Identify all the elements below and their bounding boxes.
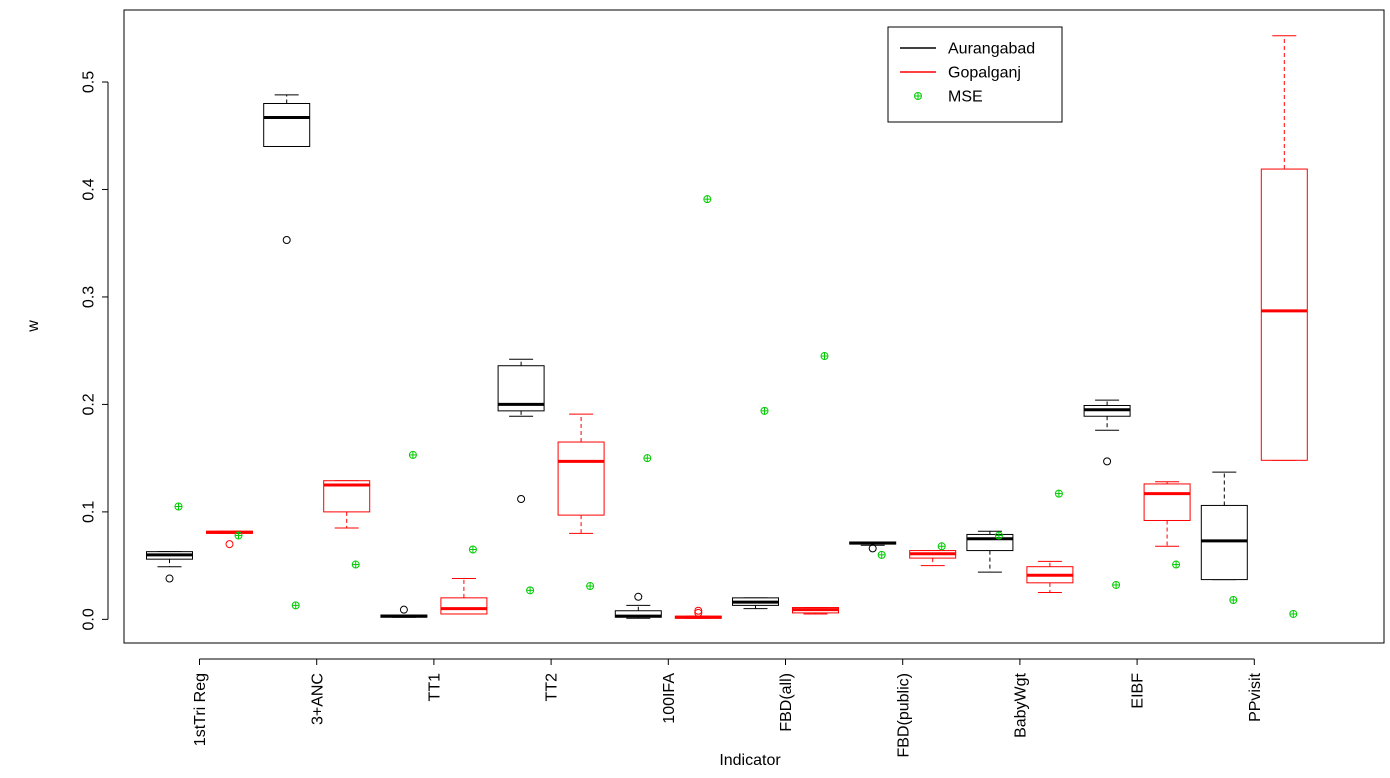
x-tick-label-fbd-public: FBD(public) [895, 673, 912, 757]
box-aurangabad-1sttri-reg [147, 552, 193, 582]
box-body [558, 442, 604, 515]
mse-point-babywgt-0 [995, 532, 1002, 539]
y-tick-label: 0.3 [81, 286, 98, 308]
mse-point-3-anc-0 [292, 602, 299, 609]
mse-point-eibf-1 [1173, 561, 1180, 568]
x-tick-label-eibf: EIBF [1130, 673, 1147, 709]
y-tick-label: 0.2 [81, 393, 98, 415]
legend-label: MSE [948, 89, 983, 106]
box-gopalganj-fbd-all [793, 608, 839, 614]
y-tick-label: 0.0 [81, 608, 98, 630]
mse-point-fbd-all-1 [821, 353, 828, 360]
legend-label: Gopalganj [948, 65, 1021, 82]
legend: Aurangabad Gopalganj MSE [888, 27, 1062, 122]
box-gopalganj-fbd-public [910, 551, 956, 566]
y-tick-label: 0.4 [81, 178, 98, 200]
outlier-point [869, 545, 876, 552]
box-gopalganj-1sttri-reg [207, 531, 253, 547]
box-gopalganj-eibf [1144, 482, 1190, 546]
box-body [967, 534, 1013, 550]
outlier-point [518, 495, 525, 502]
x-axis-title: Indicator [719, 752, 781, 769]
y-axis-title: w [25, 320, 42, 333]
outlier-point [1104, 458, 1111, 465]
x-tick-label-fbd-all: FBD(all) [778, 673, 795, 732]
box-body [1261, 169, 1307, 460]
mse-point-tt2-1 [587, 583, 594, 590]
x-tick-label-babywgt: BabyWgt [1013, 672, 1030, 737]
mse-point-1sttri-reg-1 [235, 532, 242, 539]
box-aurangabad-100ifa [615, 593, 661, 618]
box-body [264, 103, 310, 146]
x-tick-label-3-anc: 3+ANC [309, 673, 326, 725]
mse-point-fbd-public-0 [878, 551, 885, 558]
box-gopalganj-ppvisit [1261, 36, 1307, 461]
outlier-point [635, 593, 642, 600]
x-axis: 1stTri Reg 3+ANC TT1 TT2 100IFA FBD(all) FBD(p… [192, 659, 1264, 757]
box-aurangabad-ppvisit [1201, 472, 1247, 579]
mse-point-ppvisit-0 [1230, 597, 1237, 604]
box-body [1201, 505, 1247, 579]
box-aurangabad-babywgt [967, 531, 1013, 572]
outlier-point [166, 575, 173, 582]
mse-point-1sttri-reg-0 [175, 503, 182, 510]
x-tick-label-tt1: TT1 [427, 673, 444, 702]
box-body [441, 598, 487, 614]
box-gopalganj-100ifa [675, 607, 721, 618]
box-gopalganj-babywgt [1027, 561, 1073, 592]
plot-marks [147, 36, 1308, 618]
outlier-point [400, 606, 407, 613]
box-aurangabad-tt2 [498, 359, 544, 502]
outlier-point [283, 236, 290, 243]
box-aurangabad-fbd-public [850, 542, 896, 552]
box-body [1144, 484, 1190, 521]
outlier-point [226, 541, 233, 548]
mse-point-100ifa-0 [644, 455, 651, 462]
x-tick-label-tt2: TT2 [544, 673, 561, 702]
box-aurangabad-eibf [1084, 400, 1130, 465]
mse-point-fbd-all-0 [761, 407, 768, 414]
box-aurangabad-3-anc [264, 95, 310, 244]
box-gopalganj-tt2 [558, 414, 604, 533]
box-aurangabad-fbd-all [733, 598, 779, 609]
x-tick-label-1sttri-reg: 1stTri Reg [192, 673, 209, 746]
y-tick-label: 0.5 [81, 71, 98, 93]
x-tick-label-100ifa: 100IFA [661, 673, 678, 724]
box-gopalganj-3-anc [324, 481, 370, 528]
mse-point-100ifa-1 [704, 196, 711, 203]
mse-point-tt2-0 [527, 587, 534, 594]
mse-point-ppvisit-1 [1290, 610, 1297, 617]
mse-point-tt1-1 [469, 546, 476, 553]
box-aurangabad-tt1 [381, 606, 427, 617]
y-tick-label: 0.1 [81, 501, 98, 523]
mse-point-3-anc-1 [352, 561, 359, 568]
plot-area [124, 10, 1384, 643]
legend-label: Aurangabad [948, 41, 1035, 58]
y-axis: 0.0 0.1 0.2 0.3 0.4 0.5 [81, 71, 108, 631]
mse-point-babywgt-1 [1055, 490, 1062, 497]
box-gopalganj-tt1 [441, 579, 487, 614]
mse-point-eibf-0 [1113, 581, 1120, 588]
mse-point-fbd-public-1 [938, 543, 945, 550]
x-tick-label-ppvisit: PPvisit [1247, 672, 1264, 721]
mse-point-tt1-0 [409, 451, 416, 458]
